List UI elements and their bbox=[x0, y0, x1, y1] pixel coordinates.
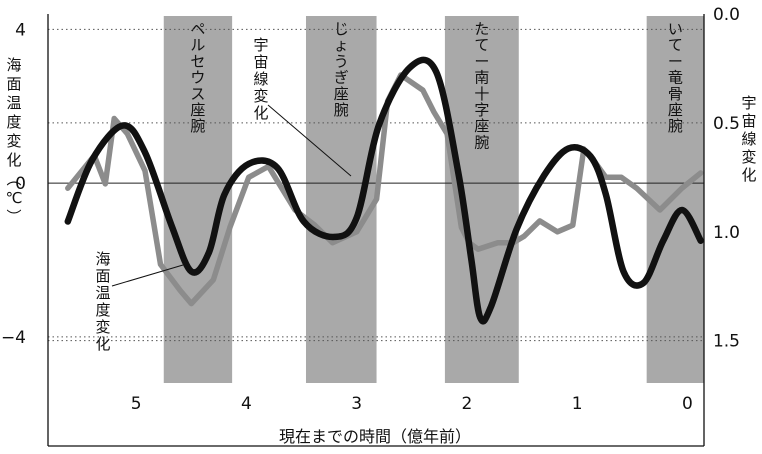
arm-label-1-char: セ bbox=[190, 52, 205, 70]
annotation-sea-temp-char: 度 bbox=[95, 301, 110, 319]
y-right-tick-1-5: 1.5 bbox=[713, 332, 740, 352]
y-left-tick--4: −4 bbox=[1, 328, 26, 348]
arm-label-3-char: 字 bbox=[474, 101, 489, 119]
y-right-label-char: 線 bbox=[741, 130, 756, 148]
y-right-label-char: 宙 bbox=[741, 112, 756, 130]
x-axis-label: 現在までの時間（億年前） bbox=[279, 427, 471, 446]
arm-label-3-char: た bbox=[474, 20, 489, 38]
arm-label-2-char: 腕 bbox=[334, 101, 349, 119]
y-left-label-char: 変 bbox=[6, 132, 21, 150]
x-tick-1: 1 bbox=[572, 394, 583, 414]
y-right-label-char: 変 bbox=[741, 148, 756, 166]
x-tick-3: 3 bbox=[351, 394, 362, 414]
y-left-label-char: 面 bbox=[6, 75, 21, 93]
y-left-label-char: ︶ bbox=[6, 208, 21, 226]
arm-label-3-char: て bbox=[474, 36, 489, 54]
arm-label-3-char: 南 bbox=[474, 69, 489, 87]
x-tick-2: 2 bbox=[462, 394, 473, 414]
annotation-sea-temp-leader bbox=[111, 264, 184, 287]
arm-label-2-char: 座 bbox=[334, 85, 349, 103]
annotation-cosmic-ray-char: 線 bbox=[253, 70, 268, 88]
y-right-label-char: 化 bbox=[741, 166, 756, 184]
arm-label-3-char: 腕 bbox=[474, 133, 489, 151]
y-left-label-char: 度 bbox=[6, 113, 21, 131]
y-right-tick-0-0: 0.0 bbox=[713, 5, 740, 25]
annotation-sea-temp-char: 海 bbox=[95, 250, 110, 268]
arm-label-3-char: ー bbox=[474, 52, 489, 70]
arm-band-4 bbox=[646, 16, 704, 383]
y-right-tick-0-5: 0.5 bbox=[713, 114, 740, 134]
arm-label-2-char: ぎ bbox=[334, 69, 349, 87]
arm-label-4-char: 腕 bbox=[668, 117, 683, 135]
annotation-sea-temp-char: 変 bbox=[95, 318, 110, 336]
y-left-tick-0: 0 bbox=[15, 174, 26, 194]
x-tick-0: 0 bbox=[682, 394, 693, 414]
annotation-sea-temp-char: 化 bbox=[95, 335, 110, 353]
arm-label-1-char: ス bbox=[190, 85, 205, 103]
arm-label-4-char: 骨 bbox=[668, 85, 683, 103]
y-left-label-char: 化 bbox=[6, 151, 21, 169]
x-tick-5: 5 bbox=[131, 394, 142, 414]
y-left-tick-4: 4 bbox=[15, 20, 26, 40]
y-left-label-char: 海 bbox=[6, 56, 21, 74]
plot-frame bbox=[47, 14, 705, 447]
arm-label-4-char: て bbox=[668, 36, 683, 54]
annotation-sea-temp-char: 温 bbox=[95, 284, 110, 302]
arm-label-2-char: う bbox=[334, 52, 349, 70]
arm-label-1-char: 座 bbox=[190, 101, 205, 119]
arm-label-1-char: ウ bbox=[190, 69, 205, 87]
arm-label-4-char: い bbox=[668, 20, 683, 38]
x-tick-4: 4 bbox=[241, 394, 252, 414]
annotation-cosmic-ray-char: 宙 bbox=[253, 53, 268, 71]
annotation-cosmic-ray-char: 化 bbox=[253, 104, 268, 122]
arm-label-4-char: 座 bbox=[668, 101, 683, 119]
arm-label-3-char: 十 bbox=[474, 85, 489, 103]
series-line-sea-temperature bbox=[64, 56, 704, 325]
y-left-label-char: ℃ bbox=[6, 189, 23, 207]
annotation-cosmic-ray-char: 変 bbox=[253, 87, 268, 105]
chart-labels: 40−40.00.51.01.55 4 3 2 1 0現在までの時間（億年前）海面温度変化… bbox=[1, 5, 757, 446]
arm-label-3-char: 座 bbox=[474, 117, 489, 135]
y-right-label-char: 宇 bbox=[741, 94, 756, 112]
series-lines bbox=[64, 56, 704, 325]
arm-label-4-char: ー bbox=[668, 52, 683, 70]
arm-label-4-char: 竜 bbox=[668, 69, 683, 87]
annotation-cosmic-ray-char: 宇 bbox=[253, 36, 268, 54]
y-right-tick-1-0: 1.0 bbox=[713, 223, 740, 243]
annotation-cosmic-ray-leader bbox=[267, 104, 352, 177]
y-left-label-char: 温 bbox=[6, 94, 21, 112]
arm-label-2-char: ょ bbox=[334, 36, 349, 54]
y-left-label-char: ︵ bbox=[6, 170, 21, 188]
arm-label-1-char: 腕 bbox=[190, 117, 205, 135]
arm-label-1-char: ル bbox=[190, 36, 205, 54]
annotation-sea-temp-char: 面 bbox=[95, 267, 110, 285]
